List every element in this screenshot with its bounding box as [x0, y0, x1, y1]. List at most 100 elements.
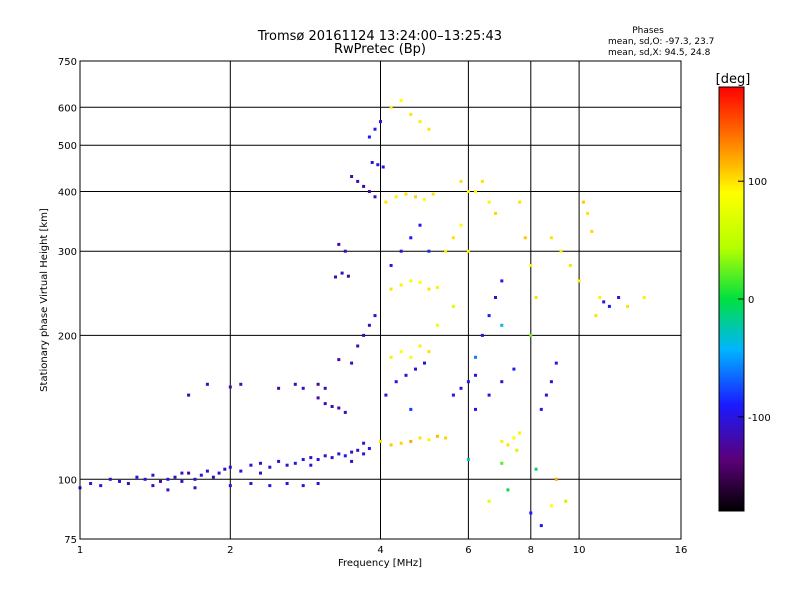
echo-point: [343, 454, 347, 458]
echo-point: [350, 459, 354, 463]
echo-point: [404, 192, 408, 196]
echo-point: [529, 511, 533, 515]
echo-point: [384, 393, 388, 397]
echo-point: [193, 477, 197, 481]
echo-point: [466, 249, 470, 253]
echo-point: [367, 323, 371, 327]
echo-point: [389, 105, 393, 109]
echo-point: [285, 463, 289, 467]
colorbar-tick-label: 0: [748, 295, 754, 306]
echo-point: [166, 477, 170, 481]
echo-point: [494, 211, 497, 215]
echo-point: [602, 300, 606, 304]
echo-point: [330, 456, 334, 460]
echo-point: [367, 447, 371, 450]
echo-point: [554, 361, 558, 365]
echo-point: [343, 410, 347, 414]
echo-point: [459, 223, 463, 227]
echo-point: [427, 350, 431, 354]
x-tick-label: 10: [573, 545, 586, 556]
echo-point: [389, 264, 393, 267]
echo-point: [350, 175, 354, 178]
echo-point: [173, 475, 177, 479]
echo-point: [586, 211, 590, 215]
echo-point: [376, 163, 380, 167]
echo-point: [559, 249, 563, 253]
chart-subtitle: RwPretec (Bp): [334, 42, 426, 57]
echo-point: [159, 479, 162, 483]
echo-point: [568, 264, 572, 267]
echo-point: [500, 279, 504, 283]
echo-point: [259, 471, 262, 475]
echo-point: [399, 249, 403, 253]
echo-point: [367, 135, 371, 139]
echo-point: [399, 99, 403, 102]
echo-point: [337, 358, 341, 362]
echo-point: [239, 469, 243, 473]
echo-point: [239, 382, 243, 386]
phases-label: Phases: [632, 26, 664, 36]
x-tick-label: 6: [465, 545, 471, 556]
colorbar-tick-label: 100: [748, 177, 767, 188]
x-tick-label: 16: [675, 545, 688, 556]
echo-point: [474, 355, 477, 359]
y-axis-label: Stationary phase Virtual Height [km]: [39, 208, 50, 392]
echo-point: [474, 190, 477, 193]
echo-point: [180, 471, 184, 475]
echo-point: [293, 461, 297, 465]
echo-point: [466, 380, 470, 384]
echo-point: [362, 184, 366, 188]
echo-point: [418, 344, 422, 348]
echo-point: [228, 484, 232, 488]
echo-point: [379, 120, 382, 124]
echo-point: [381, 165, 385, 169]
echo-point: [362, 333, 366, 337]
echo-point: [309, 456, 313, 460]
echo-point: [500, 323, 504, 327]
chart-title: Tromsø 20161124 13:24:00–13:25:43: [257, 29, 502, 44]
echo-point: [444, 249, 448, 253]
echo-point: [373, 127, 377, 131]
echo-point: [285, 482, 289, 485]
y-tick-label: 300: [58, 247, 77, 258]
echo-point: [506, 443, 510, 447]
echo-point: [431, 192, 435, 196]
echo-point: [99, 484, 103, 488]
echo-point: [500, 439, 504, 443]
echo-point: [337, 242, 341, 246]
y-tick-label: 500: [58, 141, 77, 152]
echo-point: [340, 271, 344, 275]
echo-point: [515, 448, 519, 452]
echo-point: [444, 436, 448, 440]
echo-point: [418, 120, 422, 124]
y-axis-ticks: 75 100 200 300 400 500 600 750: [58, 57, 77, 546]
echo-point: [356, 179, 360, 183]
y-tick-label: 200: [58, 331, 77, 342]
colorbar-unit-label: [deg]: [716, 72, 751, 87]
echo-point: [334, 275, 337, 279]
echo-point: [205, 469, 209, 473]
echo-point: [151, 484, 155, 488]
echo-point: [435, 285, 439, 289]
x-tick-label: 4: [377, 545, 383, 556]
echo-point: [346, 274, 350, 278]
y-tick-label: 600: [58, 103, 77, 114]
echo-point: [356, 344, 360, 348]
echo-point: [480, 179, 484, 183]
echo-point: [301, 458, 305, 461]
echo-point: [414, 195, 417, 199]
echo-point: [418, 223, 422, 227]
echo-point: [370, 161, 374, 164]
echo-point: [217, 471, 221, 475]
echo-point: [373, 195, 377, 199]
echo-point: [350, 450, 354, 454]
colorbar-tick-label: -100: [748, 413, 771, 424]
echo-point: [409, 236, 413, 240]
echo-point: [135, 475, 139, 479]
echo-point: [187, 393, 191, 397]
plot-frame: [79, 60, 682, 540]
echo-point: [330, 405, 334, 408]
echo-point: [404, 373, 408, 377]
echo-point: [427, 287, 431, 291]
echo-point: [598, 296, 602, 299]
